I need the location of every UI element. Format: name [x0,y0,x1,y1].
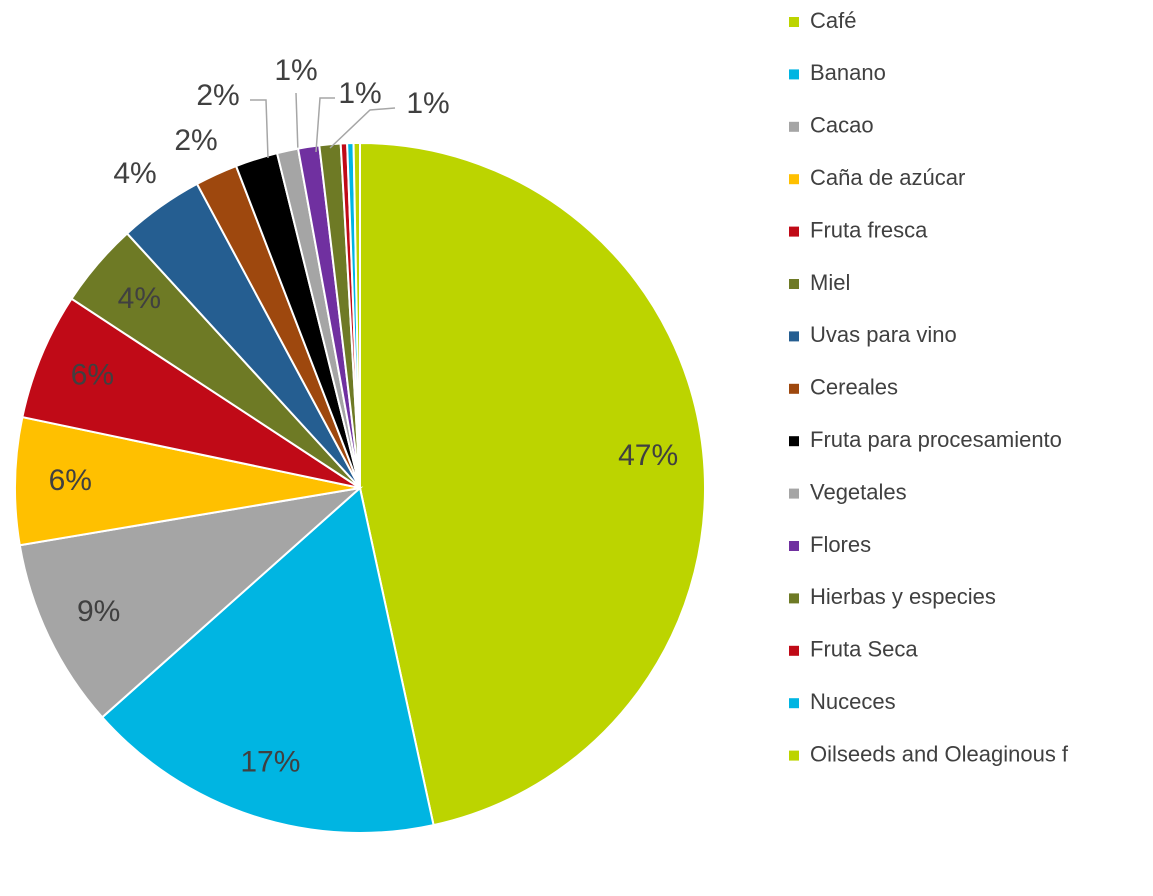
data-label: 9% [77,595,120,628]
legend-label: Fruta para procesamiento [810,427,1062,452]
legend-swatch [789,488,799,499]
legend-label: Cereales [810,375,898,400]
legend-swatch [789,226,799,237]
data-label: 1% [274,54,317,87]
legend-label: Hierbas y especies [810,584,996,609]
legend-swatch [789,698,799,709]
legend-swatch [789,69,799,80]
pie-slice [100,486,435,834]
legend-swatch [789,383,799,394]
legend-label: Vegetales [810,479,907,504]
legend-swatch [789,436,799,447]
legend-swatch [789,593,799,604]
pie-slice [18,486,364,719]
data-label: 4% [113,157,156,190]
pie-slice [352,141,361,489]
legend-label: Banano [810,60,886,85]
leader-line [315,97,335,153]
data-label: 2% [174,124,217,157]
legend-label: Caña de azúcar [810,165,965,190]
legend-label: Miel [810,270,850,295]
data-label: 17% [240,746,300,779]
legend-label: Uvas para vino [810,322,957,347]
legend-label: Café [810,8,856,33]
legend-label: Flores [810,532,871,557]
legend-label: Oilseeds and Oleaginous f [810,741,1069,766]
legend-swatch [789,331,799,342]
data-label: 2% [196,79,239,112]
leader-line [329,107,396,149]
data-label: 1% [338,77,381,110]
pie-slice [14,415,361,547]
legend-label: Fruta fresca [810,217,928,242]
legend-label: Cacao [810,113,874,138]
legend-swatch [789,174,799,185]
legend-swatch [789,750,799,761]
pie-slice [21,297,361,489]
data-label: 47% [618,439,678,472]
legend-swatch [789,541,799,551]
data-label: 1% [406,87,449,120]
legend-label: Nuceces [810,689,896,714]
pie-slice [359,141,706,827]
leader-line [295,92,299,154]
legend-label: Fruta Seca [810,637,918,662]
leader-line [250,99,269,159]
legend-swatch [789,645,799,656]
legend-swatch [789,121,799,132]
data-label: 6% [49,464,92,497]
legend-swatch [789,17,799,27]
data-label: 6% [71,359,114,392]
legend-swatch [789,279,799,289]
data-label: 4% [118,282,161,315]
